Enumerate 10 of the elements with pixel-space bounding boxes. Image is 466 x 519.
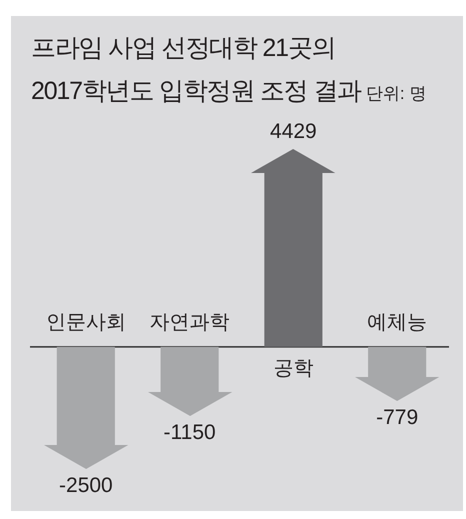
data-label: -1150 (164, 420, 216, 444)
data-label: -2500 (59, 474, 113, 497)
x-tick-label: 공학 (273, 357, 314, 380)
text: 단위: 명 (366, 84, 426, 103)
x-tick-label: 자연과학 (150, 311, 230, 334)
data-label: 4429 (270, 120, 317, 143)
x-tick-label: 인문사회 (46, 311, 126, 334)
x-tick-label: 예체능 (367, 311, 428, 334)
data-label: -779 (376, 406, 418, 430)
chart-title: 프라임 사업 선정대학 21곳의 2017학년도 입학정원 조정 결과 (31, 34, 361, 105)
